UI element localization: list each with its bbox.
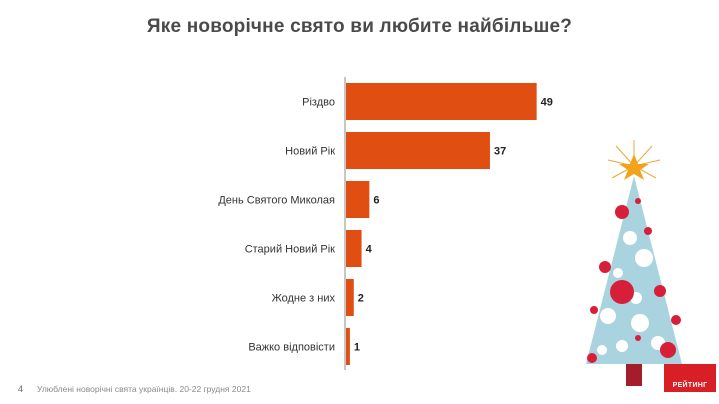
source-note: Улюблені новорічні свята українців. 20-2… — [37, 384, 251, 394]
category-label: Новий Рік — [285, 146, 335, 158]
bar — [346, 328, 350, 365]
bar — [346, 181, 370, 218]
category-label: Жодне з них — [272, 293, 336, 305]
category-label: Важко відповісти — [248, 342, 335, 354]
bar — [346, 83, 537, 120]
value-label: 49 — [541, 97, 553, 109]
value-label: 37 — [494, 146, 506, 158]
value-label: 4 — [366, 244, 373, 256]
reyting-logo: РЕЙТИНГ — [664, 364, 716, 392]
chart-title: Яке новорічне свято ви любите найбільше? — [146, 16, 573, 37]
bar — [346, 279, 354, 316]
category-label: День Святого Миколая — [218, 195, 335, 207]
bar — [346, 132, 490, 169]
value-label: 6 — [373, 195, 379, 207]
category-label: Різдво — [302, 97, 335, 109]
page-number: 4 — [18, 384, 24, 394]
value-label: 1 — [354, 342, 360, 354]
value-label: 2 — [358, 293, 364, 305]
bar — [346, 230, 362, 267]
category-label: Старий Новий Рік — [245, 244, 335, 256]
christmas-tree-icon — [586, 140, 682, 386]
